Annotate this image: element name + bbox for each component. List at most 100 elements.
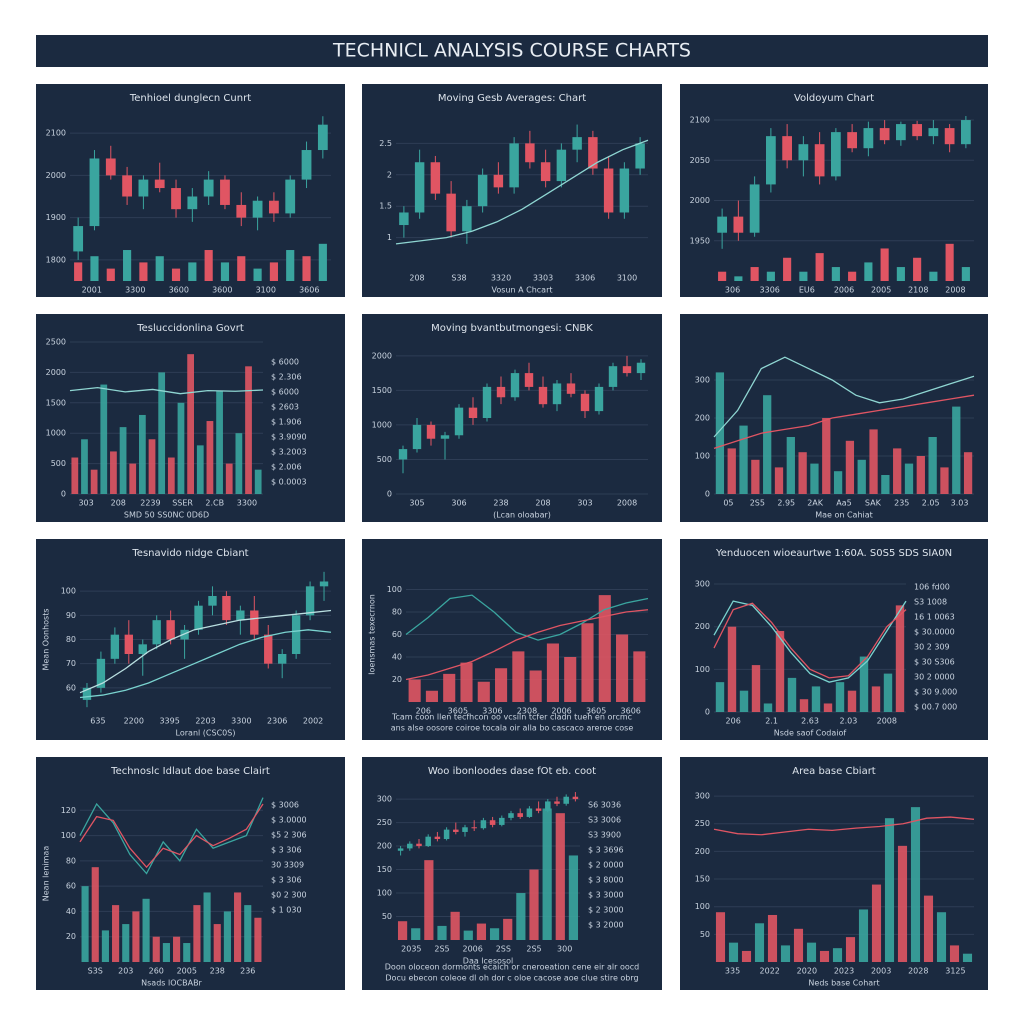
bar (616, 634, 629, 702)
x-tick-label: 236 (240, 967, 255, 976)
chart-title: Tesluccidonlina Govrt (136, 323, 244, 334)
bar (869, 429, 878, 494)
bar (234, 892, 242, 962)
x-tick-label: 3300 (125, 286, 145, 295)
note: $ 3006 (271, 801, 299, 810)
candle-body (397, 848, 404, 851)
note: $ 3.9090 (271, 433, 307, 442)
note: 16 1 0063 (914, 613, 955, 622)
x-axis-label: (Lcan oloabar) (493, 511, 551, 520)
x-tick-label: 238 (210, 967, 225, 976)
x-tick-label: 3300 (231, 717, 251, 726)
candle-body (285, 179, 296, 214)
candle-body (831, 132, 841, 177)
line (713, 356, 975, 438)
note: $5 2 306 (271, 831, 307, 840)
chart-title: Voldoyum Chart (794, 93, 874, 104)
y-tick-label: 100 (377, 889, 392, 898)
x-tick-label: 2001 (82, 286, 102, 295)
line (713, 394, 975, 450)
bar (845, 937, 856, 962)
candle-body (847, 132, 857, 149)
note: $ 3.0000 (271, 816, 307, 825)
volume-bar (750, 267, 759, 281)
bar (893, 448, 902, 494)
y-tick-label: 100 (387, 585, 402, 594)
volume-bar (896, 267, 905, 281)
x-tick-label: 2.03 (839, 717, 857, 726)
header-bar (36, 35, 988, 67)
candle-body (489, 820, 496, 825)
x-tick-label: 2008 (617, 499, 637, 508)
x-tick-label: 208 (111, 499, 126, 508)
bar (763, 703, 773, 712)
candle-body (152, 620, 161, 645)
bar (495, 668, 508, 702)
bar (780, 945, 791, 962)
y-tick-label: 40 (392, 653, 402, 662)
y-tick-label: 80 (392, 608, 402, 617)
x-tick-label: 2.95 (777, 499, 795, 508)
candle-body (468, 407, 478, 418)
note: 30 3309 (271, 861, 304, 870)
y-tick-label: 2100 (46, 129, 66, 138)
x-tick-label: SSER (172, 499, 193, 508)
x-tick-label: 2AK (807, 499, 824, 508)
x-tick-label: 235 (894, 499, 909, 508)
y-tick-label: 1500 (46, 398, 66, 407)
bar (739, 690, 749, 712)
candle-body (749, 184, 760, 233)
bar (741, 950, 752, 962)
y-tick-label: 200 (695, 622, 710, 631)
candle-body (446, 193, 456, 232)
x-axis-label: SMD 50 SS0NC 0D6D (124, 511, 209, 520)
candle-body (166, 620, 175, 640)
candle-body (264, 634, 273, 664)
y-tick-label: 2000 (46, 368, 66, 377)
candle-body (556, 149, 567, 182)
x-tick-label: S38 (451, 274, 466, 283)
panel (362, 84, 662, 297)
volume-bar (734, 276, 743, 281)
candle-body (524, 373, 534, 387)
candle-body (879, 128, 890, 141)
bar (213, 924, 221, 962)
x-tick-label: 303 (78, 499, 93, 508)
x-tick-label: SAK (865, 499, 882, 508)
bar (152, 936, 160, 962)
line (79, 629, 332, 699)
bar (110, 451, 117, 494)
x-tick-label: 303 (577, 499, 592, 508)
x-tick-label: 238 (493, 499, 508, 508)
bar (963, 452, 973, 494)
y-tick-label: 2100 (690, 116, 710, 125)
bar (832, 948, 843, 962)
candle-body (717, 216, 727, 233)
line (79, 803, 264, 869)
candle-body (252, 200, 263, 218)
note: S6 3036 (588, 801, 621, 810)
y-tick-label: 500 (51, 459, 66, 468)
candle-body (250, 610, 259, 635)
candle-body (180, 629, 189, 640)
bar (138, 414, 146, 494)
bar (477, 681, 490, 702)
bar (503, 918, 513, 940)
candle-body (912, 124, 922, 137)
bar (529, 869, 539, 940)
bar (798, 452, 807, 494)
x-tick-label: 2023 (834, 967, 854, 976)
y-tick-label: 300 (695, 580, 710, 589)
x-tick-label: 2306 (267, 717, 287, 726)
x-tick-label: 2S5 (434, 945, 449, 954)
bar (822, 418, 831, 494)
bar (739, 425, 748, 494)
bar (81, 439, 88, 494)
note: $ 2 0000 (588, 861, 624, 870)
bar (91, 867, 99, 962)
candle-body (545, 801, 551, 811)
note: 30 2 309 (914, 643, 950, 652)
note: $ 2 3000 (588, 906, 624, 915)
bar (542, 808, 552, 940)
bar (555, 813, 565, 940)
